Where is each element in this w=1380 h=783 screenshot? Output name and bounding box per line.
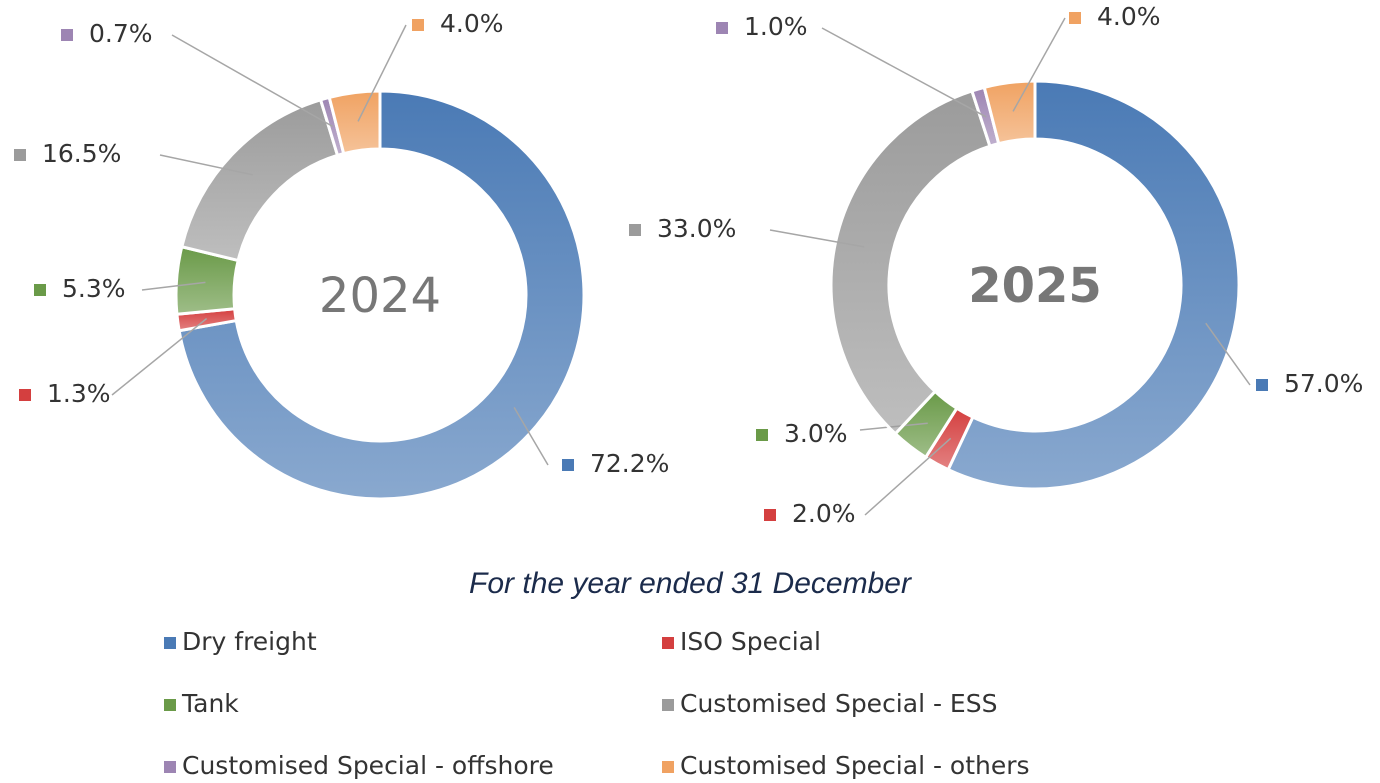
data-label: 4.0% — [1097, 2, 1161, 31]
leader-line — [141, 281, 206, 291]
label-marker — [19, 389, 31, 401]
leader-line — [769, 229, 865, 248]
donut-slice — [327, 89, 382, 156]
label-marker — [34, 284, 46, 296]
label-marker — [412, 19, 424, 31]
legend-label: Tank — [181, 689, 239, 718]
leader-line — [1205, 322, 1251, 386]
legend-marker — [164, 637, 176, 649]
legend-label: Dry freight — [182, 627, 317, 656]
donut-slice — [829, 89, 992, 436]
leader-line — [159, 154, 253, 176]
label-marker — [562, 459, 574, 471]
data-label: 1.0% — [744, 12, 808, 41]
data-label: 33.0% — [657, 214, 736, 243]
label-marker — [764, 509, 776, 521]
label-marker — [1069, 12, 1081, 24]
data-label: 72.2% — [590, 449, 669, 478]
legend-marker — [662, 761, 674, 773]
label-marker — [629, 224, 641, 236]
legend-label: Customised Special - others — [680, 751, 1030, 780]
legend-marker — [662, 699, 674, 711]
donut-slice — [177, 89, 586, 501]
legend-label: Customised Special - offshore — [182, 751, 554, 780]
data-label: 16.5% — [42, 139, 121, 168]
leader-line — [864, 437, 952, 516]
caption: For the year ended 31 December — [469, 567, 912, 600]
leader-line — [171, 34, 334, 128]
data-label: 3.0% — [784, 419, 848, 448]
label-marker — [14, 149, 26, 161]
label-marker — [61, 29, 73, 41]
label-marker — [716, 22, 728, 34]
data-label: 5.3% — [62, 274, 126, 303]
data-label: 2.0% — [792, 499, 856, 528]
label-marker — [1256, 379, 1268, 391]
data-label: 57.0% — [1284, 369, 1363, 398]
legend-label: Customised Special - ESS — [680, 689, 997, 718]
label-marker — [756, 429, 768, 441]
donut-slice — [946, 79, 1241, 491]
leader-line — [1012, 17, 1066, 112]
donut-slice — [179, 97, 340, 263]
leader-line — [821, 27, 987, 118]
leader-line — [357, 24, 407, 122]
legend-marker — [662, 637, 674, 649]
data-label: 0.7% — [89, 19, 153, 48]
leader-line — [513, 407, 549, 466]
legend-label: ISO Special — [680, 627, 821, 656]
leader-line — [111, 317, 208, 396]
center-title: 2024 — [319, 268, 441, 324]
center-title: 2025 — [968, 258, 1102, 314]
legend-marker — [164, 761, 176, 773]
data-label: 1.3% — [47, 379, 111, 408]
data-label: 4.0% — [440, 9, 504, 38]
legend-marker — [164, 699, 176, 711]
donut-slice — [982, 79, 1037, 146]
